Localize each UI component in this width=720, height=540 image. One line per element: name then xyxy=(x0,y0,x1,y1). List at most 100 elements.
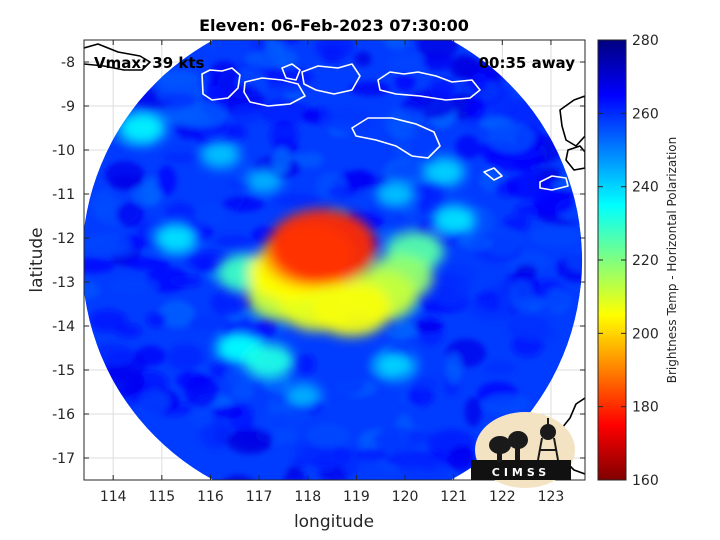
swath-texture-cell xyxy=(270,120,298,151)
colorbar-tick-label: 240 xyxy=(632,180,659,196)
swath-texture-cell xyxy=(244,51,289,68)
swath-texture-cell xyxy=(383,156,434,187)
axes-frame xyxy=(83,39,586,481)
swath-texture-cell xyxy=(294,353,316,376)
swath-texture-cell xyxy=(422,52,453,71)
cimss-logo-icon: CIMSS xyxy=(471,412,575,488)
x-tick-label: 118 xyxy=(294,489,321,505)
swath-texture-cell xyxy=(373,427,422,453)
swath-texture-cell xyxy=(353,51,372,67)
swath-texture-cell xyxy=(235,40,263,54)
x-axis: 114 115 116 117 118 119 120 121 122 123 xyxy=(100,40,565,505)
x-tick-label: 114 xyxy=(100,489,127,505)
swath-texture-cell xyxy=(324,370,365,397)
swath-texture-cell xyxy=(503,215,530,232)
y-tick-label: -15 xyxy=(52,363,75,379)
coastline-timor-south xyxy=(565,145,585,171)
storm-feature xyxy=(154,222,199,254)
coastline-java xyxy=(201,67,241,101)
colorbar-label: Brightness Temp - Horizontal Polarizatio… xyxy=(665,137,679,384)
swath-texture-cell xyxy=(394,72,416,92)
storm-feature xyxy=(119,111,166,145)
swath-texture-cell xyxy=(91,190,116,219)
swath-texture-cell xyxy=(162,151,199,164)
swath-texture-cell xyxy=(273,146,291,173)
swath-texture-cell xyxy=(104,160,145,188)
x-tick-label: 117 xyxy=(246,489,273,505)
swath-texture-cell xyxy=(210,289,248,317)
swath-texture-cell xyxy=(427,273,471,303)
y-tick-label: -14 xyxy=(52,319,75,335)
swath-texture-cell xyxy=(314,40,354,60)
storm-feature xyxy=(431,204,476,236)
swath-texture-cell xyxy=(484,85,514,117)
swath-texture-cell xyxy=(455,134,480,160)
swath-texture-cell xyxy=(215,234,255,247)
swath-texture-cell xyxy=(265,68,314,85)
swath-texture-cell xyxy=(270,193,320,206)
x-tick-label: 121 xyxy=(440,489,467,505)
swath-texture-cell xyxy=(84,281,101,300)
swath-texture-cell xyxy=(125,256,171,271)
swath-texture-cell xyxy=(164,202,196,226)
storm-feature xyxy=(245,167,283,194)
swath-texture-cell xyxy=(349,81,391,96)
colorbar-tick-label: 280 xyxy=(632,33,659,49)
x-tick-label: 120 xyxy=(392,489,419,505)
swath-texture-cell xyxy=(116,201,145,228)
swath-layer xyxy=(84,40,583,480)
colorbar-tick-label: 260 xyxy=(632,106,659,122)
swath-texture-cell xyxy=(464,396,482,427)
coastline-bali xyxy=(243,77,306,107)
swath-texture-cell xyxy=(355,448,388,461)
swath-texture-cell xyxy=(146,312,167,328)
storm-features xyxy=(119,111,476,410)
x-tick-label: 123 xyxy=(538,489,565,505)
swath-texture-cell xyxy=(418,457,440,471)
swath-texture-cell xyxy=(449,54,478,80)
y-tick-label: -11 xyxy=(52,187,75,203)
swath-texture-cell xyxy=(228,123,247,142)
swath-texture-cell xyxy=(313,453,338,472)
coastline-timor xyxy=(559,95,585,147)
swath-texture-cell xyxy=(509,280,535,311)
swath-texture-cell xyxy=(208,60,240,89)
colorbar-tick-label: 160 xyxy=(632,473,659,489)
swath-texture-cell xyxy=(278,326,312,354)
swath-texture-cell xyxy=(306,423,350,449)
swath-texture-cell xyxy=(184,375,219,408)
swath-texture-cell xyxy=(466,95,486,121)
y-tick-label: -8 xyxy=(61,55,75,71)
storm-feature xyxy=(243,343,295,379)
y-tick-label: -10 xyxy=(52,143,75,159)
swath-texture-cell xyxy=(159,92,198,108)
swath-texture-cell xyxy=(88,309,128,332)
storm-feature xyxy=(374,350,417,381)
x-tick-label: 122 xyxy=(489,489,516,505)
swath-texture-cell xyxy=(168,274,202,288)
swath-texture-cell xyxy=(84,234,132,256)
swath-texture-cell xyxy=(467,71,488,94)
coastline-sumba xyxy=(351,117,441,159)
swath-texture-cell xyxy=(231,105,260,125)
swath-texture-cell xyxy=(141,176,163,207)
coastline-lombok xyxy=(281,63,301,81)
swath-texture-cell xyxy=(222,195,265,212)
colorbar-tick-label: 220 xyxy=(632,253,659,269)
swath-texture-cell xyxy=(323,105,373,134)
swath-texture-cell xyxy=(255,414,300,432)
coastline-rote xyxy=(539,175,569,191)
swath-texture-cell xyxy=(417,40,459,62)
swath-texture-cell xyxy=(448,445,476,472)
swath-texture-cell xyxy=(482,394,532,415)
swath-texture-cell xyxy=(533,189,575,215)
swath-texture-cell xyxy=(469,299,521,321)
y-tick-label: -16 xyxy=(52,407,75,423)
swath-texture-cell xyxy=(302,109,319,123)
x-axis-label: longitude xyxy=(294,512,374,532)
swath-texture-cell xyxy=(84,258,116,274)
swath-texture-cell xyxy=(428,78,457,100)
swath-texture-cell xyxy=(156,165,177,196)
y-tick-label: -13 xyxy=(52,275,75,291)
storm-feature xyxy=(268,209,377,285)
